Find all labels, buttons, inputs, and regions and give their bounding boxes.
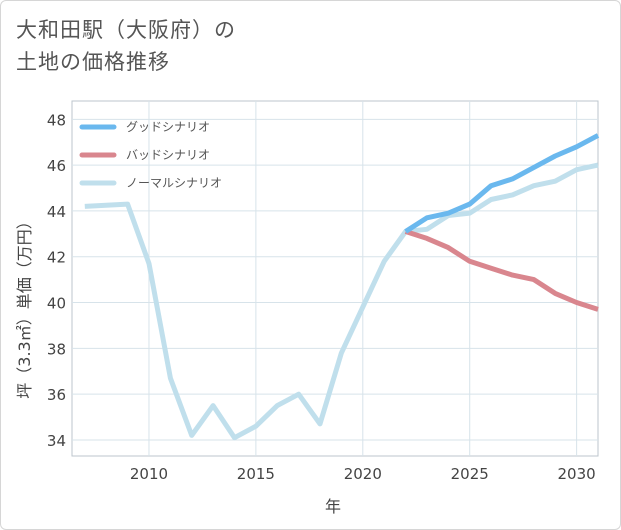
legend-label-good: グッドシナリオ — [126, 120, 210, 134]
chart-title-line1: 大和田駅（大阪府）の — [16, 18, 236, 42]
y-tick-label: 34 — [47, 432, 66, 450]
y-axis-title: 坪（3.3㎡）単価（万円） — [15, 213, 34, 398]
y-tick-label: 38 — [47, 340, 66, 358]
x-tick-label: 2010 — [130, 465, 168, 483]
y-tick-label: 44 — [47, 203, 66, 221]
legend: グッドシナリオ バッドシナリオ ノーマルシナリオ — [79, 120, 222, 190]
legend-label-normal: ノーマルシナリオ — [126, 176, 222, 190]
x-tick-label: 2020 — [344, 465, 382, 483]
x-tick-label: 2015 — [237, 465, 275, 483]
chart-title: 大和田駅（大阪府）の 土地の価格推移 — [16, 14, 236, 78]
series-line-normal — [84, 162, 599, 441]
series-line-bad — [404, 229, 599, 312]
chart-title-line2: 土地の価格推移 — [16, 50, 170, 74]
x-tick-label: 2025 — [451, 465, 489, 483]
series-line-good — [404, 133, 600, 234]
tick-labels: 34 36 38 40 42 44 46 48 2010 2015 2020 2025 2030 — [47, 111, 596, 483]
plot-area — [71, 100, 599, 457]
y-tick-label: 48 — [47, 111, 66, 129]
y-tick-label: 40 — [47, 295, 66, 313]
x-axis-title: 年 — [325, 497, 341, 516]
y-tick-label: 42 — [47, 249, 66, 267]
y-tick-label: 36 — [47, 386, 66, 404]
x-tick-label: 2030 — [558, 465, 596, 483]
gridlines — [72, 101, 598, 456]
legend-label-bad: バッドシナリオ — [126, 148, 210, 162]
series-lines — [84, 133, 600, 441]
y-tick-label: 46 — [47, 157, 66, 175]
